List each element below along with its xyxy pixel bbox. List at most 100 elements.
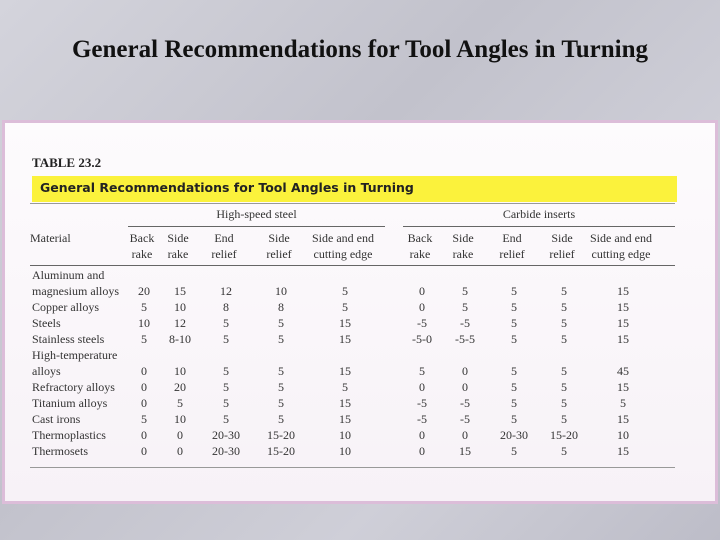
value-cell: 15 <box>617 300 629 314</box>
material-cell: Steels <box>32 316 61 330</box>
value-cell: 0 <box>177 428 183 442</box>
value-cell: 8-10 <box>169 332 191 346</box>
value-cell: 10 <box>174 412 186 426</box>
value-cell: 5 <box>511 380 517 394</box>
value-cell: 5 <box>223 332 229 346</box>
value-cell: 5 <box>278 396 284 410</box>
value-cell: 5 <box>141 300 147 314</box>
table-row: Stainless steels 5 8-10 5 5 15 -5-0 -5-5 5 5 15 <box>32 331 677 347</box>
value-cell: 5 <box>342 300 348 314</box>
value-cell: 5 <box>278 412 284 426</box>
column-header: Side <box>452 231 474 245</box>
value-cell: 20-30 <box>212 428 240 442</box>
value-cell: 5 <box>223 364 229 378</box>
group-header: Carbide inserts <box>502 207 576 221</box>
header-rule <box>30 265 675 266</box>
column-header: Side and end <box>312 231 374 245</box>
value-cell: 0 <box>141 444 147 458</box>
value-cell: -5 <box>417 396 427 410</box>
value-cell: 10 <box>174 364 186 378</box>
value-cell: 5 <box>342 284 348 298</box>
value-cell: 10 <box>138 316 150 330</box>
value-cell: 0 <box>419 300 425 314</box>
value-cell: 0 <box>141 380 147 394</box>
value-cell: 15 <box>339 332 351 346</box>
value-cell: 15 <box>339 316 351 330</box>
value-cell: 5 <box>278 364 284 378</box>
value-cell: 5 <box>561 396 567 410</box>
value-cell: 5 <box>342 380 348 394</box>
table-row: Thermoplastics 0 0 20-30 15-20 10 0 0 20-30 15-20… <box>32 427 677 443</box>
value-cell: 5 <box>561 444 567 458</box>
column-header: End <box>214 231 234 245</box>
column-header: relief <box>266 247 292 261</box>
value-cell: 10 <box>617 428 629 442</box>
value-cell: 5 <box>511 444 517 458</box>
value-cell: 5 <box>141 332 147 346</box>
value-cell: 15 <box>459 444 471 458</box>
value-cell: -5 <box>460 396 470 410</box>
value-cell: 5 <box>620 396 626 410</box>
table-row: Titanium alloys 0 5 5 5 15 -5 -5 5 5 5 <box>32 395 677 411</box>
value-cell: 0 <box>141 428 147 442</box>
material-cell: Copper alloys <box>32 300 99 314</box>
value-cell: 5 <box>561 284 567 298</box>
material-cell: High-temperature alloys <box>32 348 118 378</box>
value-cell: 15 <box>617 332 629 346</box>
value-cell: 5 <box>278 316 284 330</box>
column-header: rake <box>409 247 431 261</box>
column-header: relief <box>499 247 525 261</box>
column-header: Back <box>407 231 433 245</box>
value-cell: 0 <box>419 428 425 442</box>
value-cell: 5 <box>561 412 567 426</box>
top-rule <box>30 203 675 204</box>
value-cell: 15-20 <box>267 428 295 442</box>
group-rule <box>128 226 385 227</box>
table-row: Cast irons 5 10 5 5 15 -5 -5 5 5 15 <box>32 411 677 427</box>
value-cell: 5 <box>561 332 567 346</box>
value-cell: 5 <box>561 364 567 378</box>
column-header: rake <box>167 247 189 261</box>
group-rule <box>403 226 675 227</box>
column-header: End <box>502 231 522 245</box>
value-cell: 15 <box>174 284 186 298</box>
column-header: Side <box>268 231 290 245</box>
material-cell: Aluminum and magnesium alloys <box>32 268 119 298</box>
value-cell: 0 <box>462 428 468 442</box>
column-header: relief <box>549 247 575 261</box>
value-cell: 5 <box>419 364 425 378</box>
value-cell: 10 <box>339 428 351 442</box>
value-cell: 5 <box>511 396 517 410</box>
value-cell: 0 <box>177 444 183 458</box>
group-header: High-speed steel <box>216 207 297 221</box>
value-cell: -5 <box>460 412 470 426</box>
value-cell: 0 <box>419 444 425 458</box>
value-cell: 8 <box>223 300 229 314</box>
value-cell: 10 <box>174 300 186 314</box>
column-header: cutting edge <box>313 247 373 261</box>
column-header: Material <box>30 231 71 245</box>
table-card: TABLE 23.2 General Recommendations for T… <box>2 120 718 504</box>
table-row: Refractory alloys 0 20 5 5 5 0 0 5 5 15 <box>32 379 677 395</box>
value-cell: 0 <box>141 396 147 410</box>
value-cell: 5 <box>462 284 468 298</box>
value-cell: 45 <box>617 364 629 378</box>
material-cell: Titanium alloys <box>32 396 108 410</box>
column-header: Side <box>551 231 573 245</box>
table-title-bar: General Recommendations for Tool Angles … <box>32 176 677 202</box>
table-title: General Recommendations for Tool Angles … <box>40 180 414 195</box>
value-cell: 5 <box>223 380 229 394</box>
value-cell: 5 <box>511 284 517 298</box>
column-header: rake <box>452 247 474 261</box>
slide-title: General Recommendations for Tool Angles … <box>71 36 648 63</box>
material-cell: Stainless steels <box>32 332 105 346</box>
column-header: cutting edge <box>591 247 651 261</box>
value-cell: 15 <box>617 284 629 298</box>
value-cell: -5-5 <box>455 332 475 346</box>
value-cell: 5 <box>511 364 517 378</box>
bottom-rule <box>30 467 675 468</box>
value-cell: 0 <box>419 284 425 298</box>
value-cell: 12 <box>220 284 232 298</box>
material-cell: Refractory alloys <box>32 380 115 394</box>
value-cell: 5 <box>278 380 284 394</box>
